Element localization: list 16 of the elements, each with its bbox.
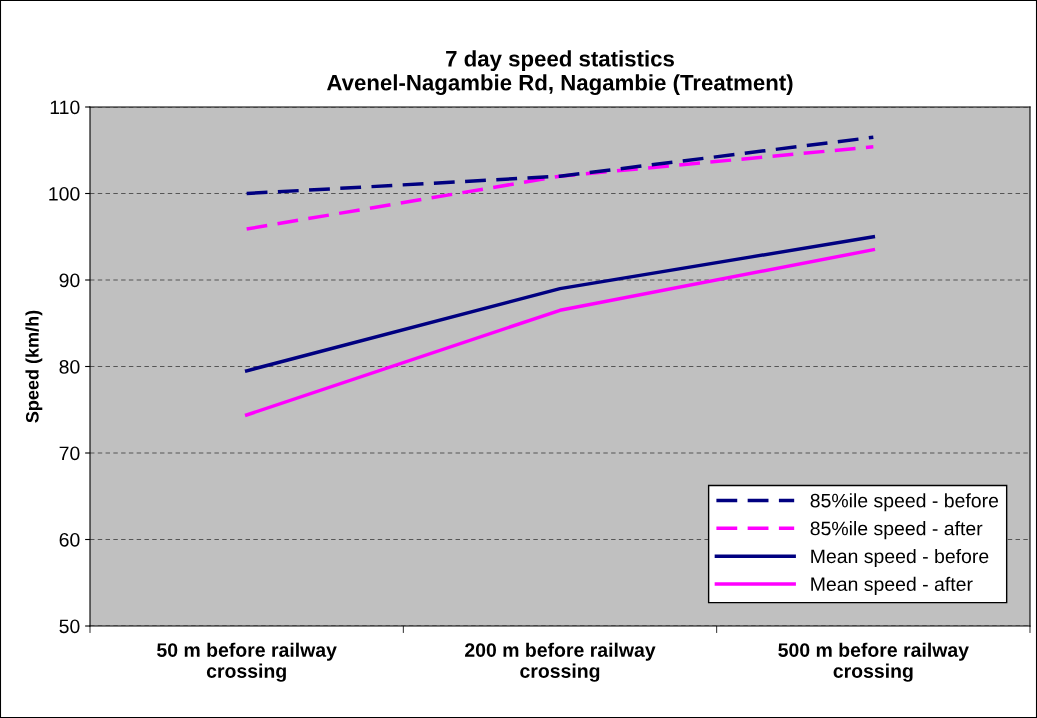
y-tick-label: 100 [49,186,80,201]
y-tick-label: 90 [59,273,80,288]
y-axis-title: Speed (km/h) [25,310,43,423]
legend-label: Mean speed - after [811,576,973,595]
x-tick-label: 200 m before railway crossing [465,642,656,682]
y-tick-label: 60 [59,532,80,547]
x-tick-label: 500 m before railway crossing [778,642,969,682]
y-tick-label: 110 [50,100,80,115]
y-tick-label: 50 [59,619,80,634]
chart-title: 7 day speed statistics Avenel-Nagambie Rd, Nagambie (Treatment) [326,50,793,96]
legend-label: 85%ile speed - after [810,521,983,540]
y-tick-label: 70 [59,446,80,461]
legend-label: 85%ile speed - before [810,493,999,512]
y-tick-label: 80 [59,359,80,374]
legend-label: Mean speed - before [811,548,989,568]
x-tick-label: 50 m before railway crossing [157,642,337,682]
